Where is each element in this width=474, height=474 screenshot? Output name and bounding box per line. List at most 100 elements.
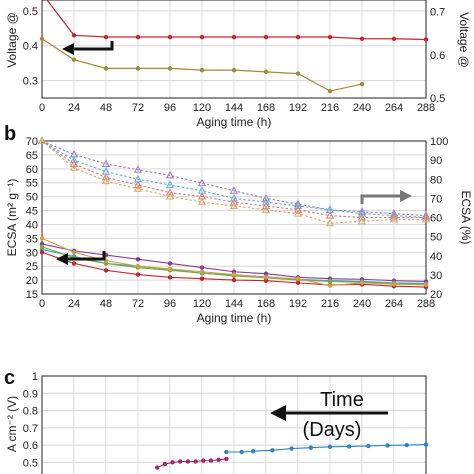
data-point: [39, 244, 45, 249]
data-point: [39, 36, 45, 41]
y-right-tick-label: 0.5: [430, 93, 445, 105]
y-left-tick-label: 25: [26, 261, 38, 273]
data-point: [229, 186, 239, 194]
y-left-tick-label: 70: [26, 136, 38, 148]
data-point: [389, 212, 399, 221]
plot-frame: [41, 0, 427, 99]
data-point: [165, 188, 175, 196]
y-left-tick-label: 15: [26, 289, 38, 301]
data-point: [199, 269, 205, 274]
y-left-tick-label: 0.5: [23, 457, 38, 469]
data-point: [167, 66, 173, 71]
data-point: [347, 444, 352, 449]
data-point: [251, 448, 256, 454]
y-right-tick-label: 80: [430, 174, 442, 186]
data-point: [325, 211, 335, 219]
data-point: [325, 218, 335, 227]
data-point: [231, 67, 237, 73]
y-left-tick-label: 35: [26, 233, 38, 245]
data-point: [167, 261, 173, 266]
data-point: [423, 282, 429, 288]
data-point: [135, 34, 141, 40]
data-point: [421, 214, 431, 223]
data-point: [39, 250, 45, 255]
data-point: [224, 449, 229, 455]
data-point: [216, 457, 221, 462]
data-point: [135, 66, 141, 71]
data-point: [71, 261, 77, 266]
x-tick-label: 168: [257, 102, 275, 114]
x-tick-label: 48: [100, 298, 112, 310]
x-tick-label: 216: [321, 102, 339, 114]
y-left-tick-label: 40: [26, 219, 38, 231]
data-point: [229, 201, 239, 210]
data-point: [37, 136, 47, 144]
x-tick-label: 264: [385, 102, 403, 114]
y-left-tick-label: 45: [26, 206, 38, 218]
data-point: [162, 461, 168, 467]
data-point: [327, 444, 333, 450]
data-point: [357, 216, 367, 225]
series-line: [226, 444, 427, 453]
data-point: [69, 155, 79, 164]
data-point: [366, 443, 371, 449]
x-tick-label: 192: [289, 102, 307, 114]
x-tick-label: 24: [68, 102, 80, 114]
data-point: [404, 442, 409, 448]
series-line: [156, 458, 227, 469]
data-point: [261, 193, 271, 202]
data-point: [155, 465, 160, 470]
data-point: [133, 184, 143, 192]
data-point: [197, 197, 207, 206]
x-tick-label: 120: [193, 102, 211, 114]
x-tick-label: 0: [39, 298, 45, 310]
data-point: [295, 34, 301, 40]
axis-arrow-right: [360, 190, 412, 204]
data-point: [327, 34, 333, 40]
x-axis-label: Aging time (h): [197, 115, 272, 129]
y-left-tick-label: 1: [32, 371, 38, 383]
data-point: [423, 37, 429, 42]
data-point: [165, 180, 175, 188]
data-point: [327, 88, 333, 94]
data-point: [231, 277, 237, 283]
y-left-tick-label: 0.6: [23, 440, 38, 452]
data-point: [263, 34, 269, 40]
y-left-tick-label: 0.4: [23, 41, 38, 53]
x-tick-label: 192: [289, 298, 307, 310]
y-right-axis-label: ECSA (%): [459, 190, 473, 244]
x-tick-label: 168: [257, 298, 275, 310]
annotation-days: (Days): [303, 419, 362, 441]
x-tick-label: 72: [132, 102, 144, 114]
x-tick-label: 288: [417, 298, 435, 310]
y-left-axis-label: ECSA (m² g⁻¹): [5, 179, 19, 257]
data-point: [293, 205, 303, 213]
data-point: [208, 458, 214, 463]
annotation-time: Time: [320, 389, 364, 411]
data-point: [263, 275, 269, 280]
y-right-tick-label: 70: [430, 193, 442, 205]
data-point: [165, 170, 175, 179]
data-point: [261, 197, 271, 206]
data-point: [389, 214, 399, 223]
y-left-tick-label: 0.8: [23, 406, 38, 418]
y-right-tick-label: 30: [430, 270, 442, 282]
y-left-tick-label: 0.9: [23, 388, 38, 400]
data-point: [359, 36, 365, 41]
data-point: [229, 197, 239, 206]
data-point: [289, 446, 294, 451]
data-point: [270, 448, 275, 453]
data-point: [391, 282, 397, 287]
y-left-tick-label: 55: [26, 178, 38, 190]
data-point: [185, 459, 191, 464]
y-right-tick-label: 0.7: [430, 7, 445, 19]
panel-label-c: c: [4, 367, 15, 389]
data-point: [103, 268, 109, 273]
data-point: [263, 278, 269, 283]
data-point: [327, 283, 333, 288]
data-point: [357, 212, 367, 221]
data-point: [295, 280, 301, 286]
y-left-tick-label: 30: [26, 247, 38, 259]
y-right-tick-label: 40: [430, 251, 442, 263]
y-left-tick-label: 0.5: [23, 6, 38, 18]
